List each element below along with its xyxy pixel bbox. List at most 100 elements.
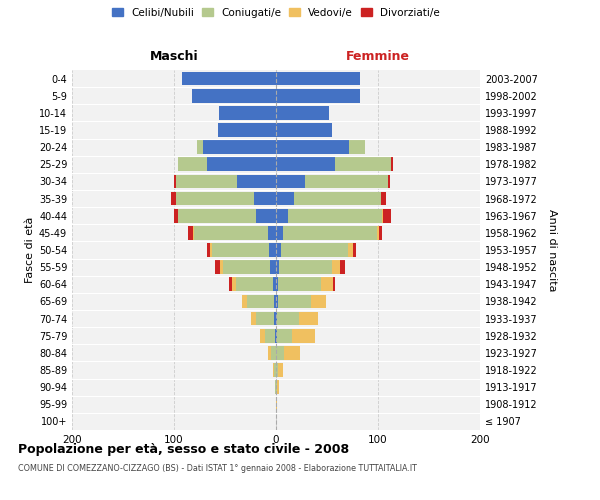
Bar	[379, 226, 382, 239]
Bar	[276, 380, 277, 394]
Bar	[178, 209, 276, 222]
Bar	[212, 243, 276, 257]
Bar	[176, 174, 276, 188]
Bar	[276, 158, 335, 171]
Bar	[219, 106, 276, 120]
Bar	[353, 243, 356, 257]
Bar	[236, 278, 276, 291]
Bar	[193, 89, 276, 102]
Bar	[321, 278, 333, 291]
Bar	[332, 260, 340, 274]
Bar	[275, 329, 276, 342]
Text: Femmine: Femmine	[346, 50, 410, 63]
Bar	[276, 226, 283, 239]
Bar	[276, 123, 332, 137]
Bar	[276, 140, 349, 154]
Bar	[268, 346, 276, 360]
Bar	[295, 192, 381, 205]
Y-axis label: Fasce di età: Fasce di età	[25, 217, 35, 283]
Bar	[333, 278, 335, 291]
Bar	[292, 329, 315, 342]
Bar	[299, 312, 318, 326]
Bar	[276, 329, 277, 342]
Bar	[335, 158, 391, 171]
Bar	[219, 106, 276, 120]
Bar	[218, 123, 276, 137]
Bar	[276, 89, 359, 102]
Bar	[276, 106, 329, 120]
Bar	[279, 260, 332, 274]
Bar	[203, 140, 276, 154]
Bar	[265, 329, 276, 342]
Bar	[268, 346, 276, 360]
Bar	[174, 174, 276, 188]
Bar	[273, 363, 276, 377]
Bar	[188, 226, 276, 239]
Bar	[242, 294, 276, 308]
Bar	[206, 158, 276, 171]
Bar	[176, 174, 276, 188]
Bar	[273, 363, 276, 377]
Bar	[215, 260, 276, 274]
Bar	[260, 329, 276, 342]
Bar	[274, 312, 276, 326]
Bar	[223, 260, 276, 274]
Bar	[276, 209, 288, 222]
Bar	[197, 140, 276, 154]
Bar	[276, 174, 305, 188]
Bar	[276, 363, 278, 377]
Bar	[283, 226, 377, 239]
Bar	[182, 72, 276, 86]
Bar	[275, 380, 276, 394]
Bar	[218, 123, 276, 137]
Bar	[271, 346, 276, 360]
Bar	[176, 192, 276, 205]
Bar	[288, 209, 382, 222]
Bar	[193, 89, 276, 102]
Bar	[194, 226, 276, 239]
Bar	[277, 312, 299, 326]
Bar	[242, 294, 276, 308]
Text: Popolazione per età, sesso e stato civile - 2008: Popolazione per età, sesso e stato civil…	[18, 442, 349, 456]
Bar	[178, 158, 276, 171]
Bar	[219, 106, 276, 120]
Bar	[256, 209, 276, 222]
Bar	[210, 243, 276, 257]
Bar	[281, 243, 349, 257]
Bar	[178, 158, 276, 171]
Bar	[206, 243, 276, 257]
Bar	[197, 140, 276, 154]
Text: COMUNE DI COMEZZANO-CIZZAGO (BS) - Dati ISTAT 1° gennaio 2008 - Elaborazione TUT: COMUNE DI COMEZZANO-CIZZAGO (BS) - Dati …	[18, 464, 417, 473]
Bar	[273, 278, 276, 291]
Bar	[218, 123, 276, 137]
Bar	[193, 89, 276, 102]
Bar	[276, 346, 284, 360]
Bar	[278, 363, 283, 377]
Bar	[197, 140, 276, 154]
Bar	[178, 158, 276, 171]
Bar	[276, 312, 277, 326]
Bar	[388, 174, 390, 188]
Bar	[254, 192, 276, 205]
Bar	[182, 72, 276, 86]
Bar	[275, 380, 276, 394]
Bar	[218, 123, 276, 137]
Bar	[269, 243, 276, 257]
Bar	[182, 72, 276, 86]
Bar	[276, 192, 295, 205]
Bar	[277, 380, 279, 394]
Bar	[349, 243, 353, 257]
Bar	[260, 329, 276, 342]
Bar	[174, 209, 276, 222]
Bar	[178, 209, 276, 222]
Bar	[382, 209, 383, 222]
Bar	[276, 72, 359, 86]
Bar	[251, 312, 276, 326]
Bar	[278, 278, 321, 291]
Bar	[229, 278, 276, 291]
Bar	[276, 278, 278, 291]
Bar	[383, 209, 391, 222]
Bar	[381, 192, 386, 205]
Bar	[278, 294, 311, 308]
Bar	[171, 192, 276, 205]
